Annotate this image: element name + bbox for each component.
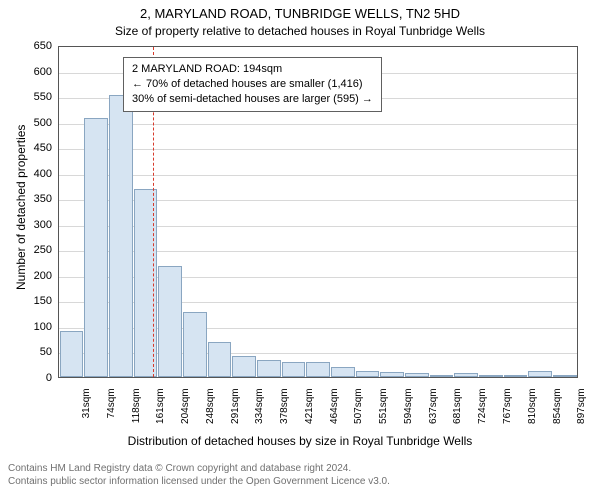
- page-subtitle: Size of property relative to detached ho…: [0, 24, 600, 38]
- bar: [331, 367, 355, 377]
- y-tick: 500: [0, 117, 52, 129]
- bar: [405, 373, 429, 377]
- y-tick: 450: [0, 142, 52, 154]
- bar: [479, 375, 503, 377]
- histogram-plot: 2 MARYLAND ROAD: 194sqm ← 70% of detache…: [58, 46, 578, 378]
- y-tick: 650: [0, 40, 52, 52]
- x-axis-ticks: 31sqm74sqm118sqm161sqm204sqm248sqm291sqm…: [58, 380, 578, 430]
- attribution-line: Contains public sector information licen…: [8, 475, 390, 488]
- y-axis-ticks: 050100150200250300350400450500550600650: [0, 46, 52, 378]
- page-title: 2, MARYLAND ROAD, TUNBRIDGE WELLS, TN2 5…: [0, 6, 600, 21]
- y-tick: 300: [0, 219, 52, 231]
- bar: [282, 362, 306, 377]
- y-tick: 400: [0, 168, 52, 180]
- y-tick: 550: [0, 91, 52, 103]
- bar: [380, 372, 404, 377]
- y-tick: 100: [0, 321, 52, 333]
- annotation-box: 2 MARYLAND ROAD: 194sqm ← 70% of detache…: [123, 57, 382, 112]
- bar: [306, 362, 330, 377]
- bar: [232, 356, 256, 377]
- bar: [504, 375, 528, 377]
- bar: [553, 375, 577, 377]
- attribution: Contains HM Land Registry data © Crown c…: [8, 462, 390, 488]
- y-tick: 600: [0, 66, 52, 78]
- y-tick: 50: [0, 346, 52, 358]
- x-tick: 897sqm: [578, 380, 600, 405]
- bar: [208, 342, 232, 377]
- annotation-line: 2 MARYLAND ROAD: 194sqm: [132, 62, 373, 77]
- bar: [60, 331, 84, 377]
- figure: 2, MARYLAND ROAD, TUNBRIDGE WELLS, TN2 5…: [0, 0, 600, 500]
- bar: [356, 371, 380, 377]
- y-tick: 150: [0, 295, 52, 307]
- annotation-line: 30% of semi-detached houses are larger (…: [132, 92, 373, 107]
- bar: [84, 118, 108, 377]
- y-tick: 200: [0, 270, 52, 282]
- bar: [528, 371, 552, 377]
- bar: [454, 373, 478, 377]
- attribution-line: Contains HM Land Registry data © Crown c…: [8, 462, 390, 475]
- x-axis-label: Distribution of detached houses by size …: [0, 434, 600, 448]
- bar: [183, 312, 207, 377]
- y-tick: 0: [0, 372, 52, 384]
- annotation-line: ← 70% of detached houses are smaller (1,…: [132, 77, 373, 92]
- bar: [158, 266, 182, 377]
- bar: [257, 360, 281, 377]
- y-tick: 250: [0, 244, 52, 256]
- bar: [109, 95, 133, 377]
- y-tick: 350: [0, 193, 52, 205]
- bar: [430, 375, 454, 377]
